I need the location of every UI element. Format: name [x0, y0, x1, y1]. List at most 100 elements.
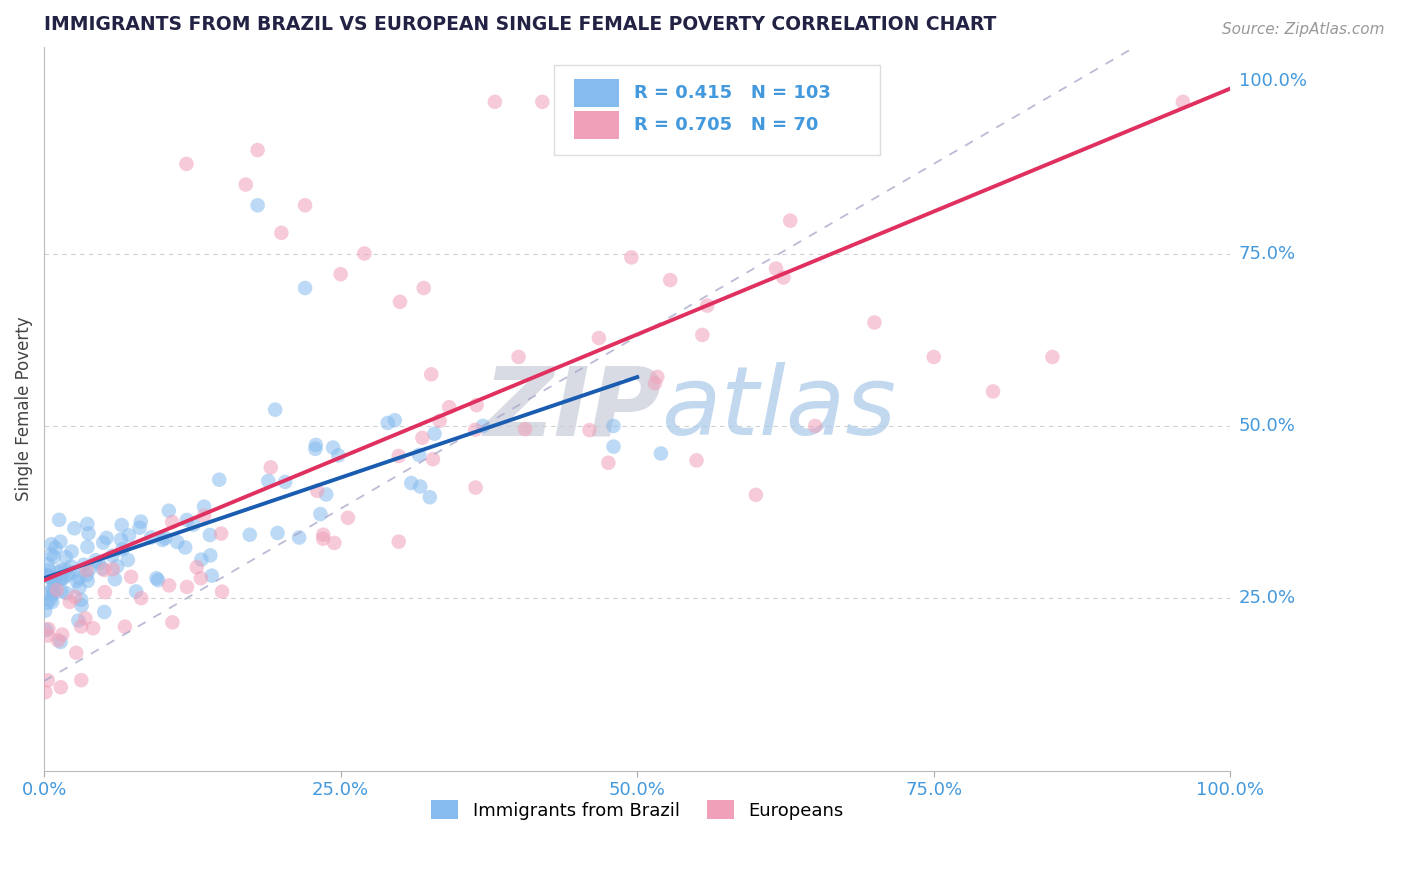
Point: [49, 680, 72, 694]
Point: [437, 400, 460, 414]
Point: [44, 572, 66, 586]
Point: [696, 299, 718, 313]
Point: [62, 566, 84, 580]
Point: [37, 596, 59, 610]
Point: [198, 528, 221, 542]
Point: [464, 481, 486, 495]
Point: [35, 623, 58, 637]
Point: [420, 368, 443, 382]
Point: [77, 563, 100, 577]
Y-axis label: Single Female Poverty: Single Female Poverty: [15, 317, 32, 501]
Point: [472, 418, 495, 433]
Point: [408, 448, 430, 462]
Point: [312, 532, 335, 546]
Point: [531, 95, 554, 109]
Point: [765, 261, 787, 276]
Point: [484, 95, 506, 109]
Point: [49, 573, 72, 587]
Point: [388, 534, 411, 549]
Point: [55, 550, 77, 565]
Point: [307, 483, 329, 498]
Point: [67, 581, 90, 595]
Point: [63, 521, 86, 535]
Point: [411, 431, 433, 445]
Point: [146, 573, 169, 587]
Point: [35, 568, 58, 582]
Point: [598, 456, 620, 470]
Point: [38, 570, 60, 584]
Point: [129, 515, 152, 529]
Point: [34, 604, 56, 618]
Point: [145, 571, 167, 585]
Text: 50.0%: 50.0%: [1239, 417, 1295, 435]
Point: [235, 178, 257, 192]
Point: [288, 531, 311, 545]
Point: [118, 528, 141, 542]
Point: [152, 533, 174, 547]
Point: [77, 526, 100, 541]
Point: [508, 350, 530, 364]
Point: [91, 561, 114, 575]
Point: [294, 281, 316, 295]
Point: [294, 198, 316, 212]
Text: atlas: atlas: [661, 362, 896, 455]
Point: [65, 646, 87, 660]
Point: [377, 416, 399, 430]
Point: [45, 582, 67, 597]
Point: [162, 615, 184, 630]
Point: [328, 448, 350, 462]
Point: [101, 549, 124, 563]
Point: [51, 571, 73, 585]
Point: [745, 488, 768, 502]
Point: [422, 452, 444, 467]
Point: [304, 442, 326, 456]
Point: [67, 614, 90, 628]
Point: [51, 563, 73, 577]
Text: Source: ZipAtlas.com: Source: ZipAtlas.com: [1222, 22, 1385, 37]
Point: [260, 460, 283, 475]
Point: [190, 552, 212, 566]
Point: [922, 350, 945, 364]
Point: [578, 423, 600, 437]
Point: [51, 584, 73, 599]
Point: [588, 331, 610, 345]
Point: [111, 542, 134, 557]
Point: [41, 595, 63, 609]
FancyBboxPatch shape: [574, 79, 620, 107]
Point: [412, 281, 434, 295]
Point: [139, 531, 162, 545]
Point: [1040, 350, 1063, 364]
Point: [53, 563, 76, 577]
Point: [120, 570, 142, 584]
Point: [602, 418, 624, 433]
Point: [692, 327, 714, 342]
Point: [49, 635, 72, 649]
Point: [59, 559, 82, 574]
Point: [60, 544, 83, 558]
Point: [75, 611, 97, 625]
Point: [94, 585, 117, 599]
Point: [384, 413, 406, 427]
Point: [39, 537, 62, 551]
Point: [157, 504, 180, 518]
Point: [160, 515, 183, 529]
Text: IMMIGRANTS FROM BRAZIL VS EUROPEAN SINGLE FEMALE POVERTY CORRELATION CHART: IMMIGRANTS FROM BRAZIL VS EUROPEAN SINGL…: [44, 15, 997, 34]
Point: [41, 582, 63, 597]
Point: [76, 516, 98, 531]
Point: [87, 556, 110, 570]
Point: [55, 586, 77, 600]
Point: [709, 95, 731, 109]
Point: [329, 267, 352, 281]
Point: [157, 578, 180, 592]
Point: [34, 685, 56, 699]
Point: [76, 568, 98, 582]
Point: [270, 226, 292, 240]
Point: [37, 557, 59, 571]
Point: [166, 535, 188, 549]
Point: [176, 513, 198, 527]
Point: [76, 540, 98, 554]
Point: [309, 507, 332, 521]
Point: [42, 584, 65, 599]
Point: [515, 422, 537, 436]
Point: [591, 95, 613, 109]
